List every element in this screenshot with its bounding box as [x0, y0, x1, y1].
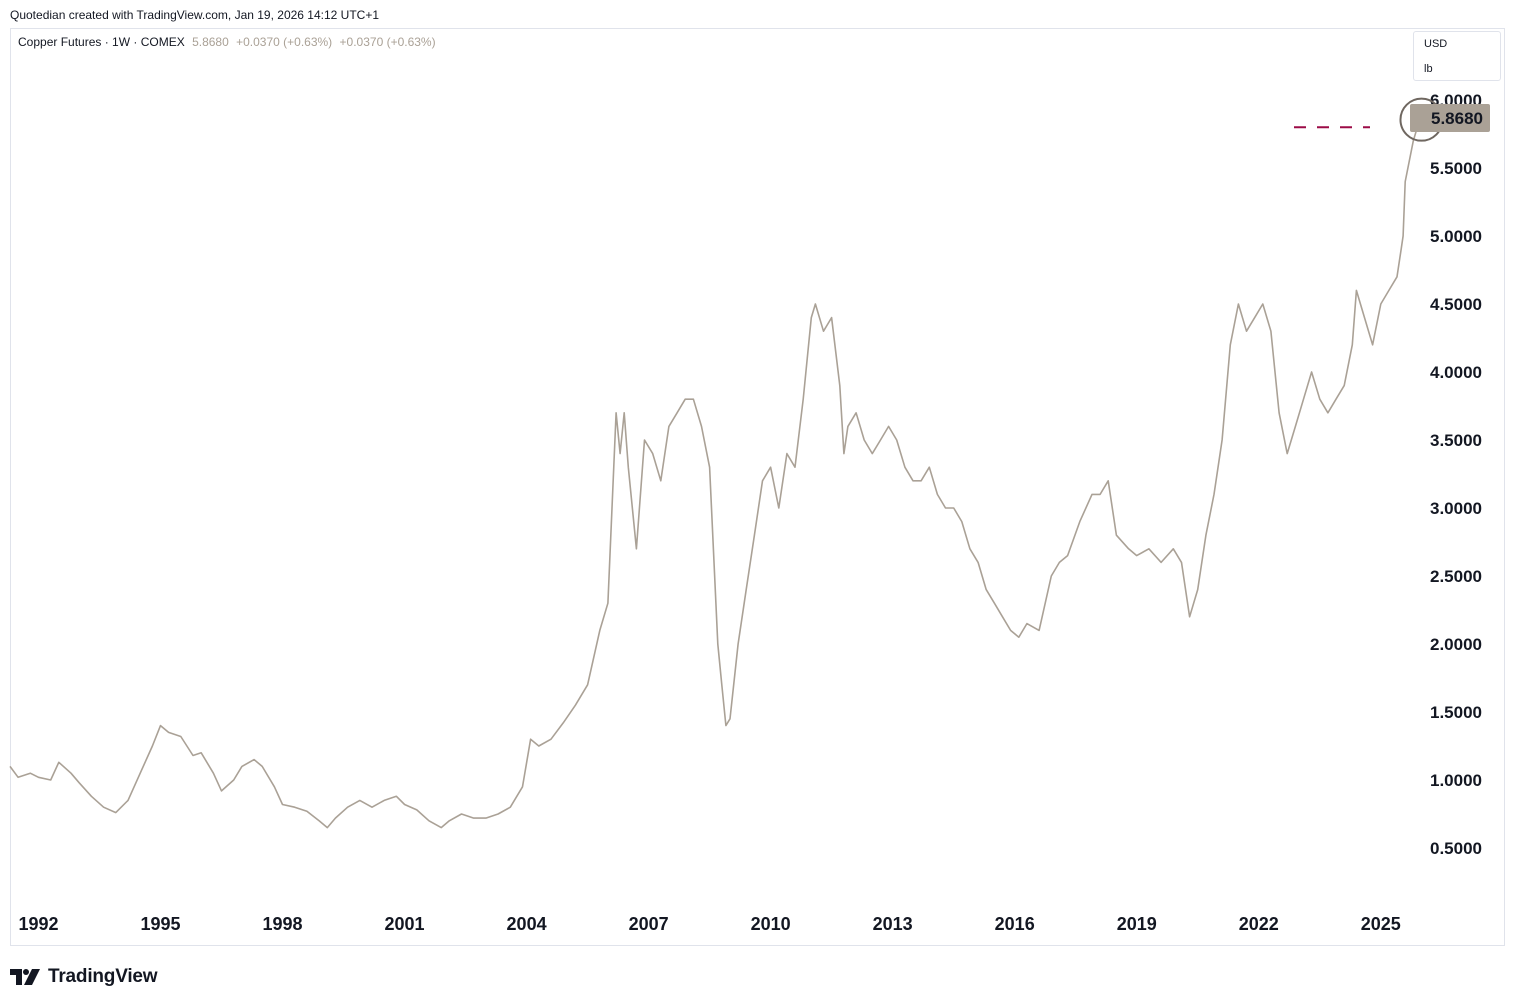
x-tick-label: 2004: [507, 914, 547, 934]
last-price-label: 5.8680: [1431, 109, 1483, 128]
y-tick-label: 2.0000: [1430, 635, 1482, 654]
x-tick-label: 2025: [1361, 914, 1401, 934]
chart-pane[interactable]: [10, 28, 1505, 946]
x-tick-label: 2016: [995, 914, 1035, 934]
tradingview-logo-text: TradingView: [48, 966, 158, 987]
tradingview-logo[interactable]: TradingView: [10, 966, 158, 988]
x-tick-label: 2010: [751, 914, 791, 934]
y-tick-label: 1.0000: [1430, 771, 1482, 790]
y-axis-ticks: 0.5000 1.0000 1.5000 2.0000 2.5000 3.0000 3.50…: [1430, 91, 1482, 858]
x-tick-label: 2007: [629, 914, 669, 934]
y-tick-label: 0.5000: [1430, 839, 1482, 858]
x-tick-label: 2022: [1239, 914, 1279, 934]
x-tick-label: 2019: [1117, 914, 1157, 934]
x-tick-label: 1998: [263, 914, 303, 934]
y-tick-label: 2.5000: [1430, 567, 1482, 586]
last-price-value: 5.8680: [192, 35, 229, 49]
last-price-label-bg: [1410, 103, 1490, 132]
x-tick-label: 2001: [385, 914, 425, 934]
tradingview-logo-icon: [10, 969, 40, 985]
symbol-title[interactable]: Copper Futures · 1W · COMEX: [18, 35, 185, 49]
unit-label: lb: [1424, 63, 1433, 75]
y-tick-label: 3.0000: [1430, 499, 1482, 518]
chart-legend: Copper Futures · 1W · COMEX 5.8680 +0.03…: [18, 35, 436, 49]
change-value-secondary: +0.0370 (+0.63%): [339, 35, 436, 49]
x-axis-ticks: 1992 1995 1998 2001 2004 2007 2010 2013 2016 2019…: [18, 914, 1400, 934]
x-tick-label: 2013: [873, 914, 913, 934]
series-line-copper: [9, 117, 1424, 829]
x-tick-label: 1995: [140, 914, 180, 934]
y-tick-label: 5.5000: [1430, 159, 1482, 178]
x-tick-label: 1992: [18, 914, 58, 934]
chart-attribution: Quotedian created with TradingView.com, …: [10, 8, 380, 22]
y-tick-label: 4.0000: [1430, 363, 1482, 382]
y-tick-label: 5.0000: [1430, 227, 1482, 246]
y-tick-label: 1.5000: [1430, 703, 1482, 722]
currency-label: USD: [1424, 38, 1448, 50]
y-tick-label: 3.5000: [1430, 431, 1482, 450]
y-tick-label: 4.5000: [1430, 295, 1482, 314]
currency-unit-selector[interactable]: USD lb: [1413, 31, 1501, 81]
change-value: +0.0370 (+0.63%): [236, 35, 333, 49]
